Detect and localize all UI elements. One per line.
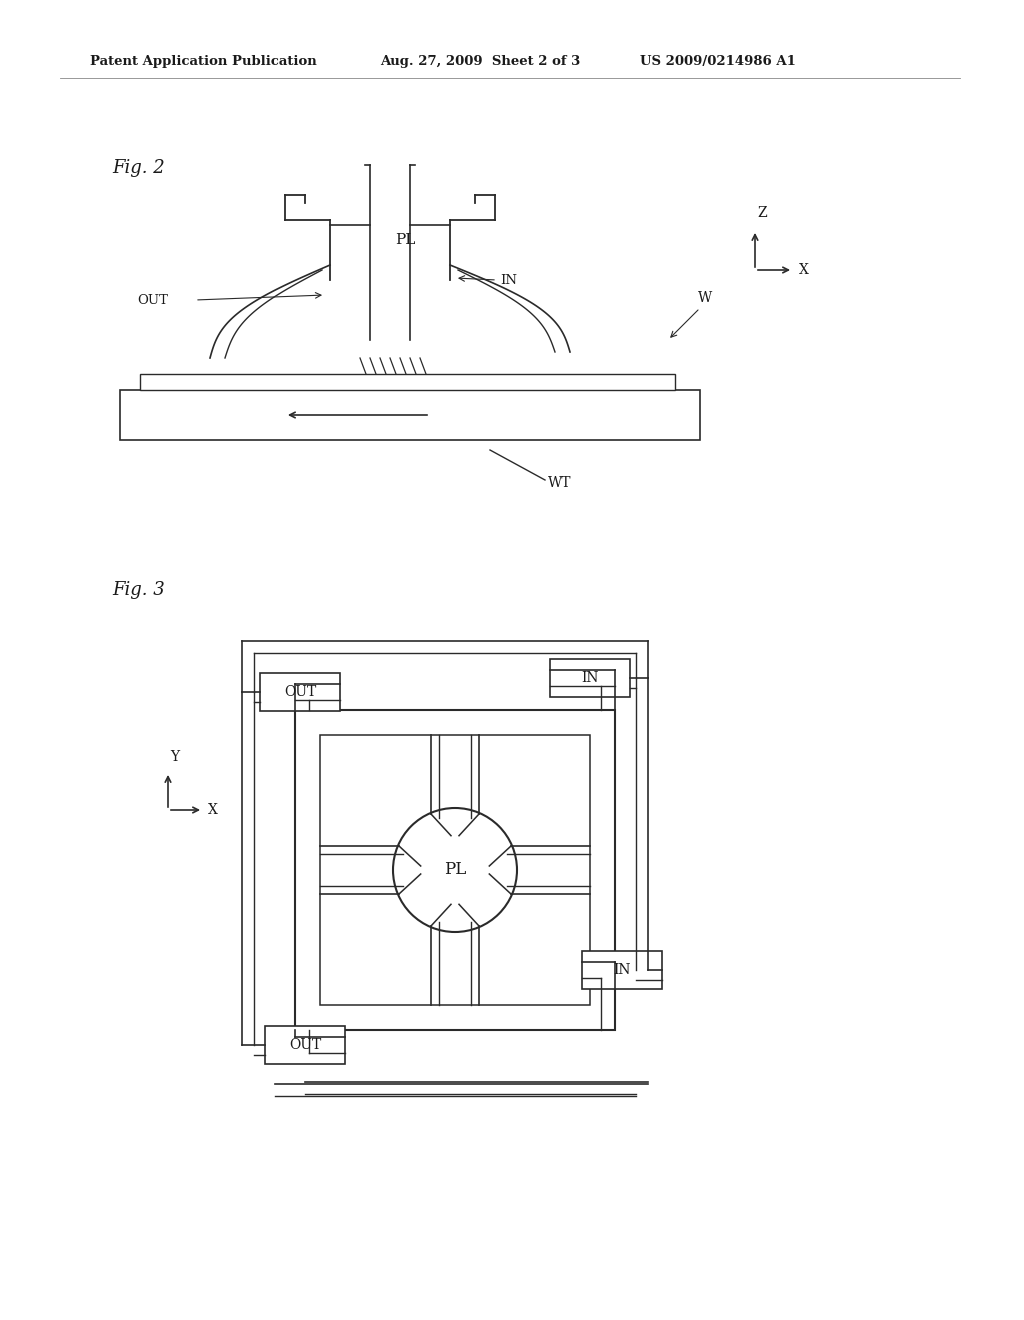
Bar [295,710,615,1030]
Text: Y: Y [170,750,179,764]
Text: IN: IN [613,964,631,977]
Text: PL: PL [443,862,466,879]
Text: Aug. 27, 2009  Sheet 2 of 3: Aug. 27, 2009 Sheet 2 of 3 [380,55,581,69]
Text: OUT: OUT [284,685,316,700]
Text: WT: WT [548,477,571,490]
Text: Patent Application Publication: Patent Application Publication [90,55,316,69]
Text: Z: Z [757,206,767,220]
Text: W: W [698,290,713,305]
Text: PL: PL [395,234,415,247]
Text: IN: IN [582,671,599,685]
Text: Fig. 2: Fig. 2 [112,158,165,177]
Bar [582,950,662,989]
Text: US 2009/0214986 A1: US 2009/0214986 A1 [640,55,796,69]
Text: Fig. 3: Fig. 3 [112,581,165,599]
Text: X: X [208,803,218,817]
Bar [550,659,630,697]
Bar [120,389,700,440]
Text: OUT: OUT [137,293,168,306]
Text: IN: IN [500,273,517,286]
Bar [265,1026,345,1064]
Text: X: X [799,263,809,277]
Text: OUT: OUT [289,1038,322,1052]
Bar [319,735,590,1005]
Bar [140,374,675,389]
Bar [260,673,340,711]
